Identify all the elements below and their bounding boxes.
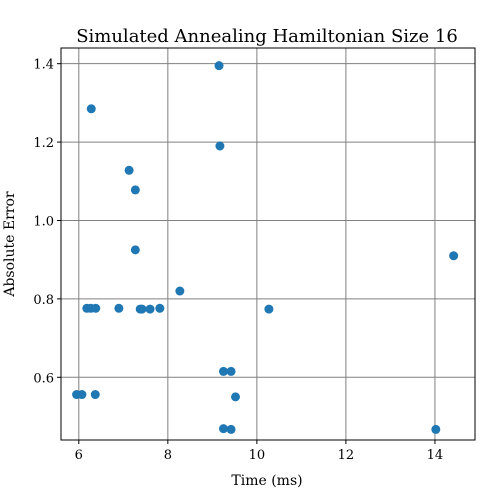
- grid-lines: [61, 48, 475, 440]
- x-tick-label: 12: [338, 448, 355, 463]
- data-point: [231, 392, 241, 402]
- data-point: [175, 286, 185, 296]
- data-point: [130, 185, 140, 195]
- x-tick-label: 14: [427, 448, 444, 463]
- data-point: [449, 251, 459, 261]
- x-axis-label: Time (ms): [231, 473, 302, 489]
- data-point: [215, 141, 225, 151]
- data-point: [145, 304, 155, 314]
- data-point: [130, 245, 140, 255]
- axis-ticks: 6 8 10 12 14 0.6 0.8 1.0 1.2 1.4: [33, 58, 443, 463]
- data-points: [72, 61, 459, 434]
- data-point: [114, 303, 124, 313]
- data-point: [226, 424, 236, 434]
- data-point: [226, 366, 236, 376]
- y-tick-label: 0.6: [33, 371, 54, 386]
- plot-frame: [60, 47, 476, 441]
- data-point: [264, 304, 274, 314]
- x-tick-label: 6: [75, 448, 83, 463]
- data-point: [90, 390, 100, 400]
- data-point: [137, 304, 147, 314]
- data-point: [91, 303, 101, 313]
- y-tick-label: 1.0: [33, 214, 54, 229]
- data-point: [431, 424, 441, 434]
- data-point: [214, 61, 224, 71]
- x-tick-label: 8: [164, 448, 172, 463]
- data-point: [218, 366, 228, 376]
- data-point: [155, 303, 165, 313]
- chart-title: Simulated Annealing Hamiltonian Size 16: [76, 26, 458, 47]
- y-tick-label: 1.4: [33, 58, 54, 73]
- y-axis-label: Absolute Error: [2, 191, 18, 298]
- y-tick-label: 1.2: [33, 136, 54, 151]
- data-point: [86, 104, 96, 114]
- data-point: [77, 390, 87, 400]
- x-tick-label: 10: [249, 448, 266, 463]
- data-point: [218, 424, 228, 434]
- y-tick-label: 0.8: [33, 293, 54, 308]
- data-point: [124, 165, 134, 175]
